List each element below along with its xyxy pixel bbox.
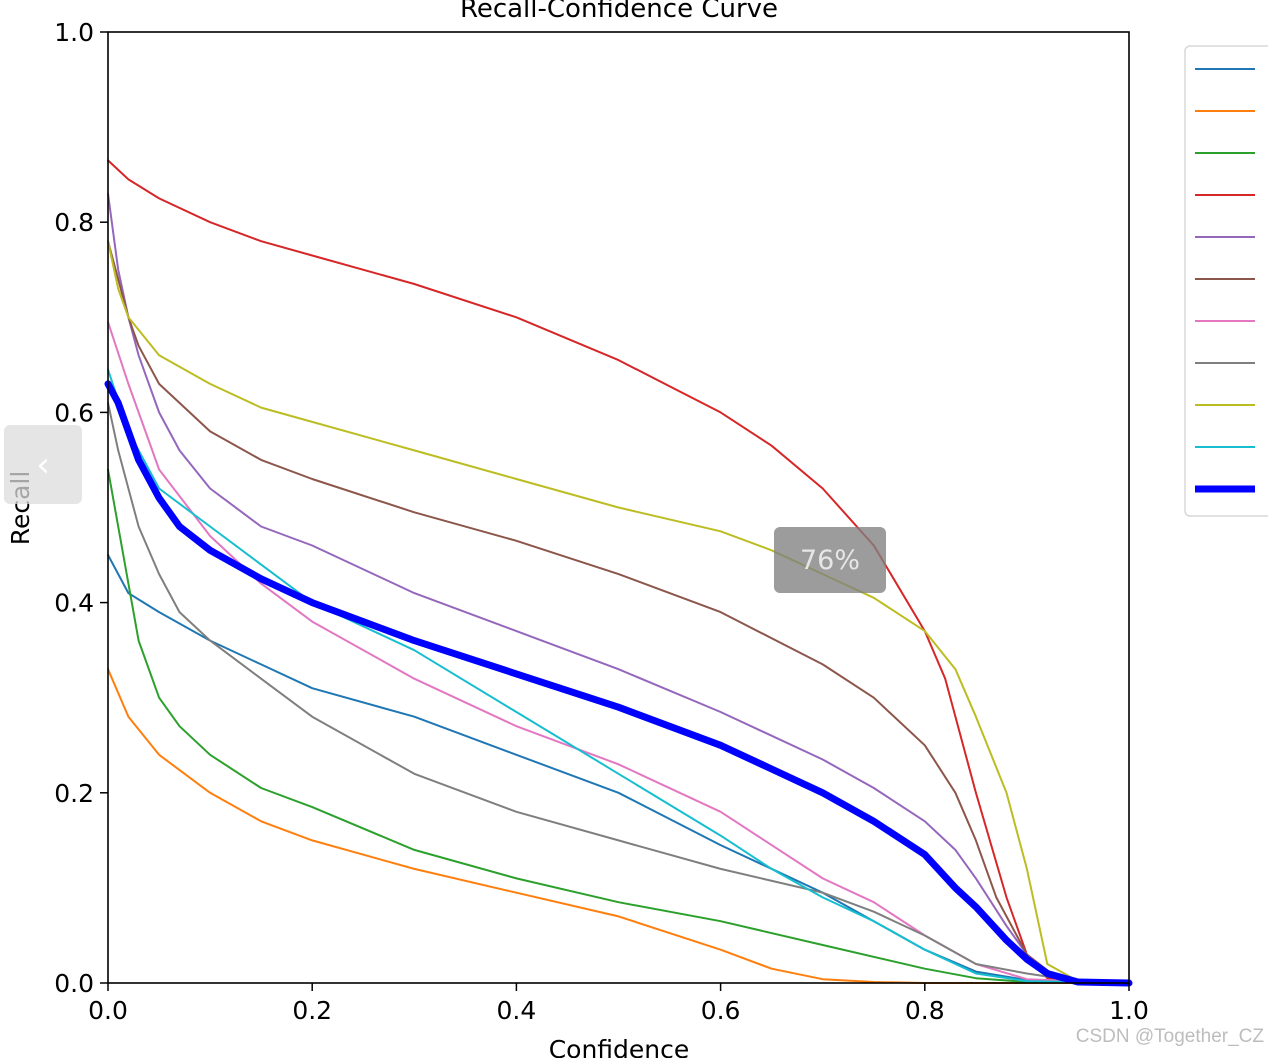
x-tick-label: 1.0 — [1109, 996, 1149, 1025]
y-tick-label: 0.2 — [54, 779, 94, 808]
x-tick-label: 0.6 — [701, 996, 741, 1025]
axis-ticks: 0.0 0.2 0.4 0.6 0.8 1.0 0.0 0.2 0.4 0.6 0.8 1.0 — [54, 18, 1149, 1025]
legend — [1184, 45, 1268, 517]
chart-title: Recall-Confidence Curve — [460, 0, 778, 24]
previous-image-button[interactable]: ‹ — [4, 425, 82, 504]
legend-box — [1184, 45, 1268, 517]
y-tick-label: 0.0 — [54, 969, 94, 998]
watermark: CSDN @Together_CZ — [1075, 1026, 1264, 1047]
x-tick-label: 0.2 — [292, 996, 332, 1025]
series-line-11 — [104, 380, 1133, 987]
series-line-8 — [107, 401, 1130, 984]
x-tick-label: 0.4 — [497, 996, 537, 1025]
series-line-6 — [107, 240, 1130, 984]
series-line-1 — [107, 554, 1130, 984]
y-tick-label: 0.4 — [54, 589, 94, 618]
y-tick-label: 0.8 — [54, 208, 94, 237]
x-tick-label: 0.0 — [88, 996, 128, 1025]
chevron-left-icon: ‹ — [36, 444, 50, 485]
plot-area-frame — [107, 31, 1130, 984]
x-axis-label: Confidence — [549, 1035, 690, 1058]
series-lines — [104, 159, 1133, 987]
series-line-5 — [107, 192, 1130, 984]
series-line-3 — [107, 468, 1130, 984]
x-tick-label: 0.8 — [905, 996, 945, 1025]
series-line-9 — [107, 240, 1130, 984]
series-line-4 — [107, 159, 1130, 984]
series-line-7 — [107, 321, 1130, 984]
series-line-10 — [107, 368, 1130, 984]
y-tick-label: 0.6 — [54, 398, 94, 427]
zoom-level-badge: 76% — [774, 527, 886, 593]
y-tick-label: 1.0 — [54, 18, 94, 47]
